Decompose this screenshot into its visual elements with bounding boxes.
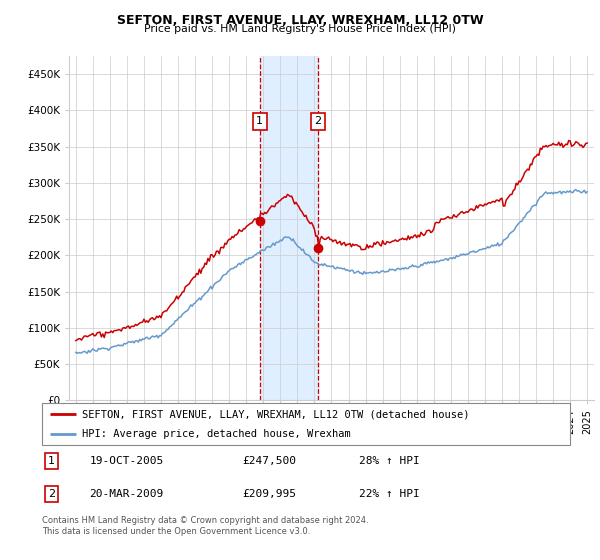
- Text: SEFTON, FIRST AVENUE, LLAY, WREXHAM, LL12 0TW (detached house): SEFTON, FIRST AVENUE, LLAY, WREXHAM, LL1…: [82, 409, 469, 419]
- Text: HPI: Average price, detached house, Wrexham: HPI: Average price, detached house, Wrex…: [82, 430, 350, 439]
- Text: £247,500: £247,500: [242, 456, 296, 466]
- Text: Price paid vs. HM Land Registry's House Price Index (HPI): Price paid vs. HM Land Registry's House …: [144, 24, 456, 34]
- Text: 1: 1: [48, 456, 55, 466]
- Bar: [260, 56, 318, 400]
- Text: 28% ↑ HPI: 28% ↑ HPI: [359, 456, 419, 466]
- FancyBboxPatch shape: [42, 403, 570, 445]
- Text: 19-OCT-2005: 19-OCT-2005: [89, 456, 164, 466]
- Text: 2: 2: [314, 116, 322, 126]
- Text: £209,995: £209,995: [242, 489, 296, 500]
- Text: 22% ↑ HPI: 22% ↑ HPI: [359, 489, 419, 500]
- Text: 20-MAR-2009: 20-MAR-2009: [89, 489, 164, 500]
- Text: 1: 1: [256, 116, 263, 126]
- Text: SEFTON, FIRST AVENUE, LLAY, WREXHAM, LL12 0TW: SEFTON, FIRST AVENUE, LLAY, WREXHAM, LL1…: [116, 14, 484, 27]
- Text: 2: 2: [48, 489, 55, 500]
- Text: Contains HM Land Registry data © Crown copyright and database right 2024.
This d: Contains HM Land Registry data © Crown c…: [42, 516, 368, 536]
